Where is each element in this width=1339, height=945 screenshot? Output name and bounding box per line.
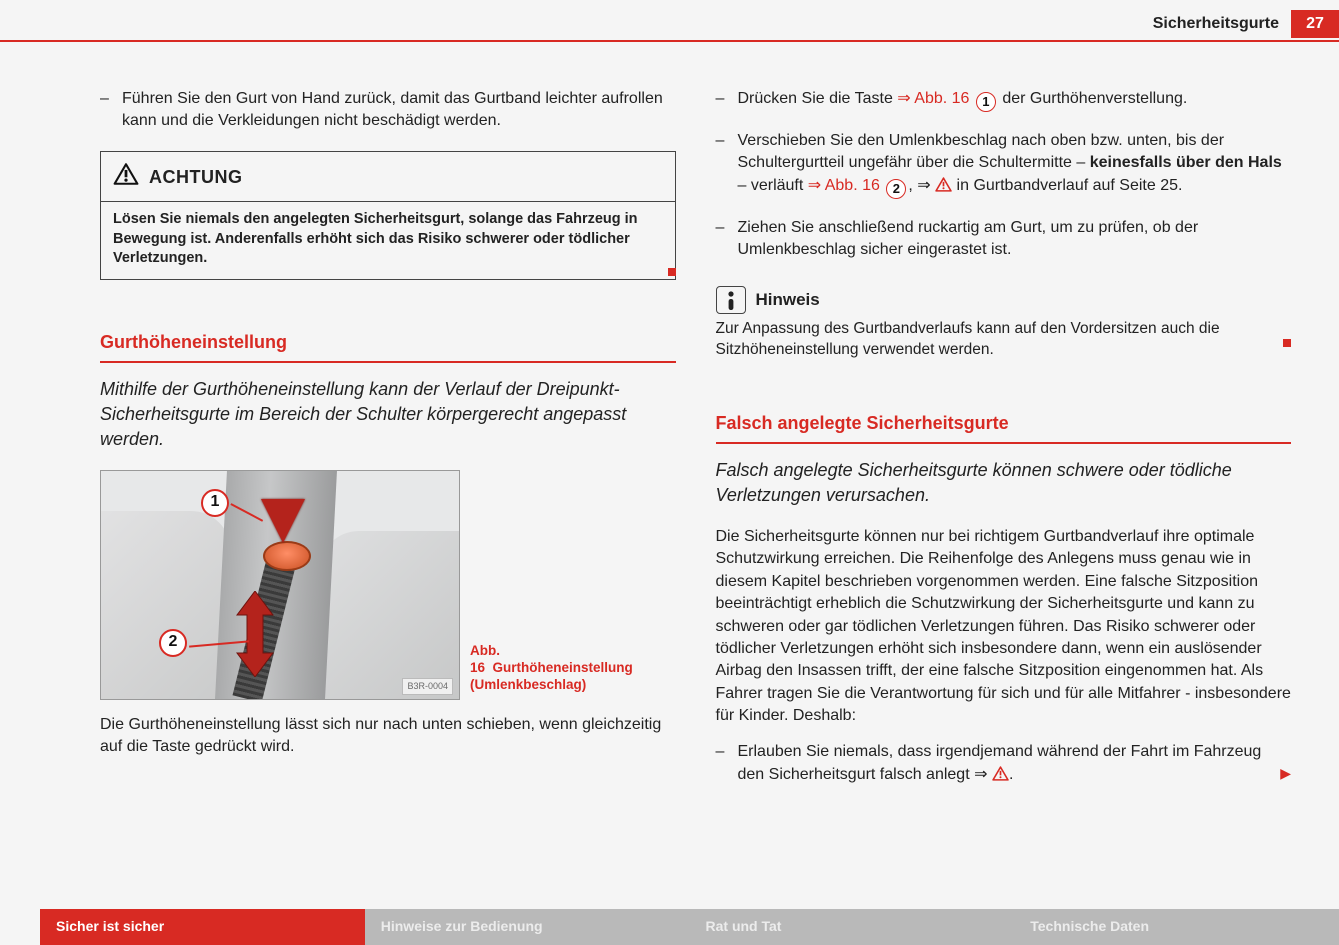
bold-text: keinesfalls über den Hals bbox=[1090, 154, 1282, 171]
left-column: – Führen Sie den Gurt von Hand zurück, d… bbox=[100, 88, 676, 786]
list-item: – Verschieben Sie den Umlenkbeschlag nac… bbox=[716, 130, 1292, 199]
figure-row: 1 2 B3R-0004 Abb. 16 Gurthöheneinstellun… bbox=[100, 470, 676, 700]
section-lead: Mithilfe der Gurthöheneinstellung kann d… bbox=[100, 377, 676, 451]
text-part: der Gurthöhenverstellung. bbox=[998, 90, 1187, 107]
info-icon bbox=[716, 286, 746, 314]
text-part: . bbox=[1009, 766, 1013, 783]
figure-ref: ⇒ Abb. 16 bbox=[808, 177, 880, 194]
section-lead: Falsch angelegte Sicherheitsgurte können… bbox=[716, 458, 1292, 508]
footer-tabs: Sicher ist sicher Hinweise zur Bedienung… bbox=[40, 909, 1339, 945]
continue-arrow-icon: ▶ bbox=[1280, 764, 1291, 784]
list-item: – Ziehen Sie anschließend ruckartig am G… bbox=[716, 217, 1292, 262]
warning-icon bbox=[935, 177, 952, 194]
tab-technische[interactable]: Technische Daten bbox=[1014, 909, 1339, 945]
figure-callout-2: 2 bbox=[159, 629, 187, 657]
warning-box: ACHTUNG Lösen Sie niemals den angelegten… bbox=[100, 151, 676, 280]
header-rule bbox=[0, 40, 1339, 42]
dash: – bbox=[716, 741, 738, 786]
figure-caption: Abb. 16 Gurthöheneinstellung (Umlenkbesc… bbox=[470, 643, 620, 700]
text: Verschieben Sie den Umlenkbeschlag nach … bbox=[738, 130, 1292, 199]
paragraph: Die Sicherheitsgurte können nur bei rich… bbox=[716, 526, 1292, 728]
figure-illustration: 1 2 B3R-0004 bbox=[100, 470, 460, 700]
figure-code: B3R-0004 bbox=[402, 678, 453, 695]
figure-ref: ⇒ Abb. 16 bbox=[897, 90, 969, 107]
end-marker-icon bbox=[668, 268, 676, 276]
note-body: Zur Anpassung des Gurtbandverlaufs kann … bbox=[716, 318, 1292, 361]
section-heading: Falsch angelegte Sicherheitsgurte bbox=[716, 411, 1292, 444]
text: Erlauben Sie niemals, dass irgendjemand … bbox=[738, 741, 1292, 786]
dash: – bbox=[716, 217, 738, 262]
dash: – bbox=[716, 88, 738, 112]
figure-caption-text: Gurthöheneinstellung (Umlenkbeschlag) bbox=[470, 660, 633, 692]
section-heading: Gurthöheneinstellung bbox=[100, 330, 676, 363]
text: Führen Sie den Gurt von Hand zurück, dam… bbox=[122, 88, 676, 133]
list-item: – Erlauben Sie niemals, dass irgendjeman… bbox=[716, 741, 1292, 786]
warning-icon bbox=[992, 766, 1009, 783]
callout-ref: 1 bbox=[976, 92, 996, 112]
callout-ref: 2 bbox=[886, 179, 906, 199]
text: Ziehen Sie anschließend ruckartig am Gur… bbox=[738, 217, 1292, 262]
text-part: , ⇒ bbox=[908, 177, 935, 194]
note-header: Hinweis bbox=[716, 286, 1292, 314]
text-part: in Gurtbandverlauf auf Seite 25. bbox=[952, 177, 1182, 194]
warning-icon bbox=[113, 162, 139, 193]
list-item: – Führen Sie den Gurt von Hand zurück, d… bbox=[100, 88, 676, 133]
tab-rat[interactable]: Rat und Tat bbox=[690, 909, 1015, 945]
note-label: Hinweis bbox=[756, 288, 820, 312]
figure-callout-1: 1 bbox=[201, 489, 229, 517]
right-column: – Drücken Sie die Taste ⇒ Abb. 16 1 der … bbox=[716, 88, 1292, 786]
tab-bedienung[interactable]: Hinweise zur Bedienung bbox=[365, 909, 690, 945]
text-part: Drücken Sie die Taste bbox=[738, 90, 898, 107]
paragraph: Die Gurthöheneinstellung lässt sich nur … bbox=[100, 714, 676, 759]
warning-body: Lösen Sie niemals den angelegten Sicherh… bbox=[101, 201, 675, 279]
text: Zur Anpassung des Gurtbandverlaufs kann … bbox=[716, 320, 1220, 359]
section-title: Sicherheitsgurte bbox=[1153, 13, 1291, 35]
dash: – bbox=[716, 130, 738, 199]
dash: – bbox=[100, 88, 122, 133]
page-number: 27 bbox=[1291, 10, 1339, 38]
list-item: – Drücken Sie die Taste ⇒ Abb. 16 1 der … bbox=[716, 88, 1292, 112]
text: Drücken Sie die Taste ⇒ Abb. 16 1 der Gu… bbox=[738, 88, 1188, 112]
text-part: – verläuft bbox=[738, 177, 808, 194]
warning-label: ACHTUNG bbox=[149, 165, 243, 190]
end-marker-icon bbox=[1283, 339, 1291, 347]
tab-sicher[interactable]: Sicher ist sicher bbox=[40, 909, 365, 945]
